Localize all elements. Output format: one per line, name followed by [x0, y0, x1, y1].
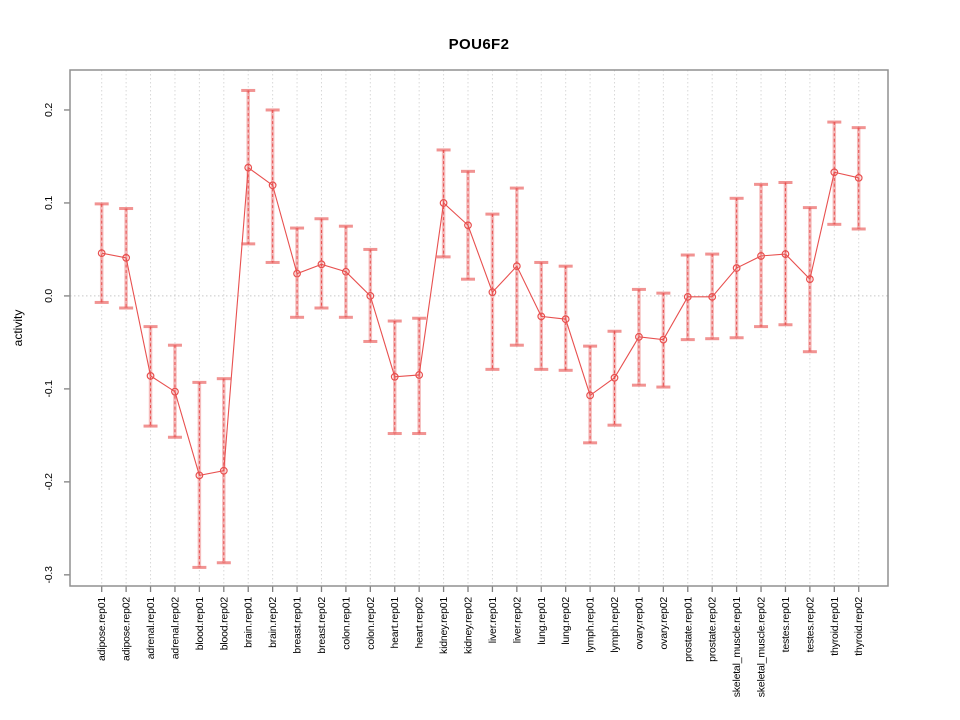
y-tick-label: 0.2 — [43, 103, 55, 117]
data-point-marker — [586, 391, 594, 400]
x-tick-label: prostate.rep02 — [707, 597, 719, 662]
x-tick-label: adipose.rep02 — [121, 597, 133, 661]
data-point-marker — [488, 288, 497, 297]
data-point-marker — [146, 371, 155, 380]
x-tick-label: thyroid.rep01 — [829, 597, 841, 656]
data-point-marker — [219, 466, 228, 475]
x-tick-label: heart.rep01 — [389, 597, 401, 649]
x-tick-label: lymph.rep02 — [609, 597, 621, 653]
data-point-marker — [195, 471, 204, 480]
x-tick-label: kidney.rep02 — [463, 597, 475, 654]
x-tick-label: adrenal.rep01 — [145, 597, 157, 660]
x-tick-label: ovary.rep01 — [633, 597, 645, 650]
x-tick-label: breast.rep02 — [316, 597, 328, 654]
plot-border — [69, 69, 889, 587]
data-point-marker — [464, 221, 472, 230]
data-point-marker — [342, 267, 350, 276]
data-point-marker — [659, 335, 668, 344]
data-point-marker — [610, 373, 619, 382]
x-tick-label: testes.rep02 — [804, 597, 816, 653]
data-point-marker — [708, 292, 717, 301]
x-tick-label: testes.rep01 — [780, 597, 792, 653]
x-tick-label: brain.rep02 — [267, 597, 279, 648]
y-tick-label: 0.1 — [43, 196, 55, 210]
y-tick-label: 0.0 — [43, 289, 55, 303]
data-point-marker — [732, 264, 741, 272]
data-point-marker — [635, 332, 643, 341]
x-tick-label: liver.rep02 — [511, 597, 523, 644]
x-tick-label: colon.rep01 — [340, 597, 352, 650]
data-point-marker — [390, 372, 399, 381]
data-point-marker — [122, 253, 131, 262]
data-point-marker — [830, 168, 839, 177]
x-tick-label: breast.rep01 — [292, 597, 304, 654]
data-point-marker — [512, 262, 521, 271]
data-point-marker — [415, 371, 424, 379]
data-point-marker — [781, 250, 790, 258]
data-point-marker — [757, 252, 765, 260]
x-tick-label: liver.rep01 — [487, 597, 499, 644]
x-tick-label: brain.rep01 — [243, 597, 255, 648]
y-tick-label: -0.1 — [43, 380, 55, 398]
x-tick-label: lung.rep01 — [536, 597, 548, 645]
x-tick-label: ovary.rep02 — [658, 597, 670, 650]
data-point-marker — [537, 312, 546, 321]
data-point-marker — [171, 387, 179, 396]
x-tick-label: skeletal_muscle.rep02 — [756, 597, 768, 698]
x-tick-label: kidney.rep01 — [438, 597, 450, 654]
x-tick-label: colon.rep02 — [365, 597, 377, 650]
data-point-marker — [317, 260, 326, 269]
data-point-marker — [683, 292, 692, 301]
data-point-marker — [366, 292, 375, 300]
x-tick-label: lymph.rep01 — [585, 597, 597, 653]
x-tick-label: thyroid.rep02 — [853, 597, 865, 656]
x-tick-label: heart.rep02 — [414, 597, 426, 649]
x-tick-label: blood.rep02 — [218, 597, 230, 651]
series-line — [101, 166, 859, 476]
x-tick-label: skeletal_muscle.rep01 — [731, 597, 743, 698]
x-tick-label: lung.rep02 — [560, 597, 572, 645]
data-point-marker — [293, 269, 301, 278]
x-tick-label: prostate.rep01 — [682, 597, 694, 662]
chart-title: POU6F2 — [449, 36, 510, 53]
x-tick-label: adrenal.rep02 — [169, 597, 181, 660]
data-point-marker — [439, 199, 448, 207]
data-point-marker — [854, 173, 863, 182]
x-tick-label: adipose.rep01 — [96, 597, 108, 661]
data-point-marker — [244, 163, 253, 172]
x-tick-label: blood.rep01 — [194, 597, 206, 651]
y-tick-label: -0.2 — [43, 473, 55, 491]
data-point-marker — [268, 181, 277, 190]
y-tick-label: -0.3 — [43, 566, 55, 584]
data-point-marker — [97, 249, 106, 258]
data-point-marker — [805, 275, 814, 284]
data-point-marker — [561, 315, 570, 324]
y-axis-label: activity — [11, 310, 25, 347]
